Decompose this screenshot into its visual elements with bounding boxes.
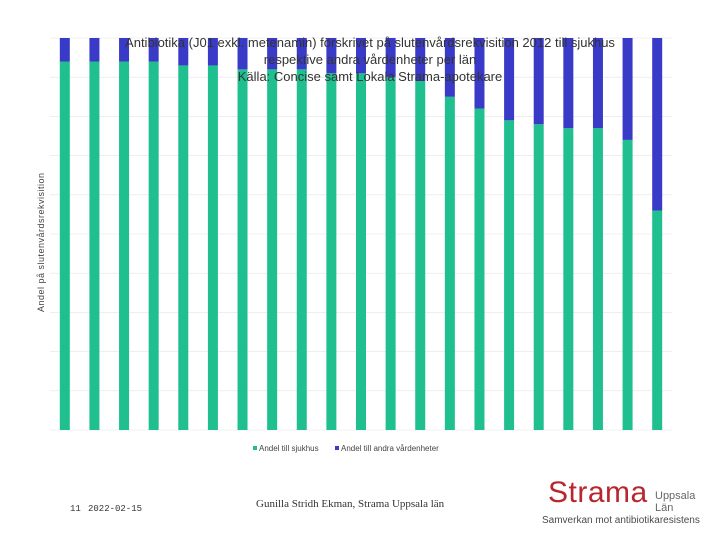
y-axis-label: Andel på slutenvårdsrekvisition — [36, 172, 46, 312]
bar-sjukhus — [474, 108, 485, 430]
bar-sjukhus — [652, 210, 663, 430]
chart-title: Antibiotika (J01 exkl. metenamin) förskr… — [90, 34, 650, 85]
legend-swatch — [253, 446, 257, 450]
bar-sjukhus — [504, 120, 515, 430]
chart-title-line-3: Källa: Concise samt Lokala Strama-apotek… — [237, 69, 503, 84]
bar-sjukhus — [622, 139, 633, 431]
legend-label: Andel till andra vårdenheter — [341, 444, 439, 453]
bar-sjukhus — [533, 124, 544, 431]
bar-andra-vardenheter — [178, 38, 189, 66]
bar-sjukhus — [207, 65, 218, 430]
bar-andra-vardenheter — [563, 38, 574, 129]
footer-date: 2022-02-15 — [88, 504, 143, 514]
bar-andra-vardenheter — [592, 38, 603, 129]
bar-andra-vardenheter — [474, 38, 485, 109]
logo-wordmark: Strama — [548, 476, 648, 509]
bar-sjukhus — [59, 61, 70, 431]
bar-sjukhus — [563, 128, 574, 430]
bar-andra-vardenheter — [356, 38, 366, 74]
bar-sjukhus — [444, 96, 455, 431]
legend-label: Andel till sjukhus — [259, 444, 319, 453]
bar-sjukhus — [119, 61, 130, 431]
bar-andra-vardenheter — [59, 38, 70, 62]
footer-author: Gunilla Stridh Ekman, Strama Uppsala län — [256, 498, 445, 510]
bar-andra-vardenheter — [533, 38, 544, 125]
bar-andra-vardenheter — [415, 38, 426, 82]
chart-title-line-2: respektive andra vårdenheter per län — [263, 52, 477, 67]
bar-sjukhus — [356, 73, 366, 430]
bar-andra-vardenheter — [89, 38, 100, 62]
bar-andra-vardenheter — [652, 38, 663, 211]
chart-title-line-1: Antibiotika (J01 exkl. metenamin) förskr… — [125, 35, 615, 50]
strama-logo: Strama Uppsala Län Samverkan mot antibio… — [540, 470, 715, 530]
slide-number: 11 — [70, 504, 81, 514]
bar-sjukhus — [296, 69, 307, 431]
bar-andra-vardenheter — [237, 38, 248, 70]
bar-andra-vardenheter — [622, 38, 633, 140]
bar-andra-vardenheter — [119, 38, 130, 62]
bar-sjukhus — [267, 69, 278, 431]
bar-sjukhus — [592, 128, 603, 430]
bar-sjukhus — [415, 81, 426, 431]
legend-swatch — [335, 446, 339, 450]
logo-tagline: Samverkan mot antibiotikaresistens — [542, 515, 700, 526]
bar-andra-vardenheter — [267, 38, 278, 70]
bar-sjukhus — [178, 65, 189, 430]
bar-sjukhus — [326, 73, 337, 430]
bar-sjukhus — [237, 69, 248, 431]
bar-andra-vardenheter — [148, 38, 159, 62]
bar-andra-vardenheter — [504, 38, 515, 121]
bar-sjukhus — [385, 77, 396, 430]
bar-andra-vardenheter — [326, 38, 337, 74]
bar-sjukhus — [148, 61, 159, 431]
bar-andra-vardenheter — [385, 38, 396, 78]
logo-region: Uppsala Län — [655, 490, 696, 514]
bar-andra-vardenheter — [444, 38, 455, 97]
bar-sjukhus — [89, 61, 100, 431]
bar-andra-vardenheter — [296, 38, 307, 70]
bar-andra-vardenheter — [207, 38, 218, 66]
